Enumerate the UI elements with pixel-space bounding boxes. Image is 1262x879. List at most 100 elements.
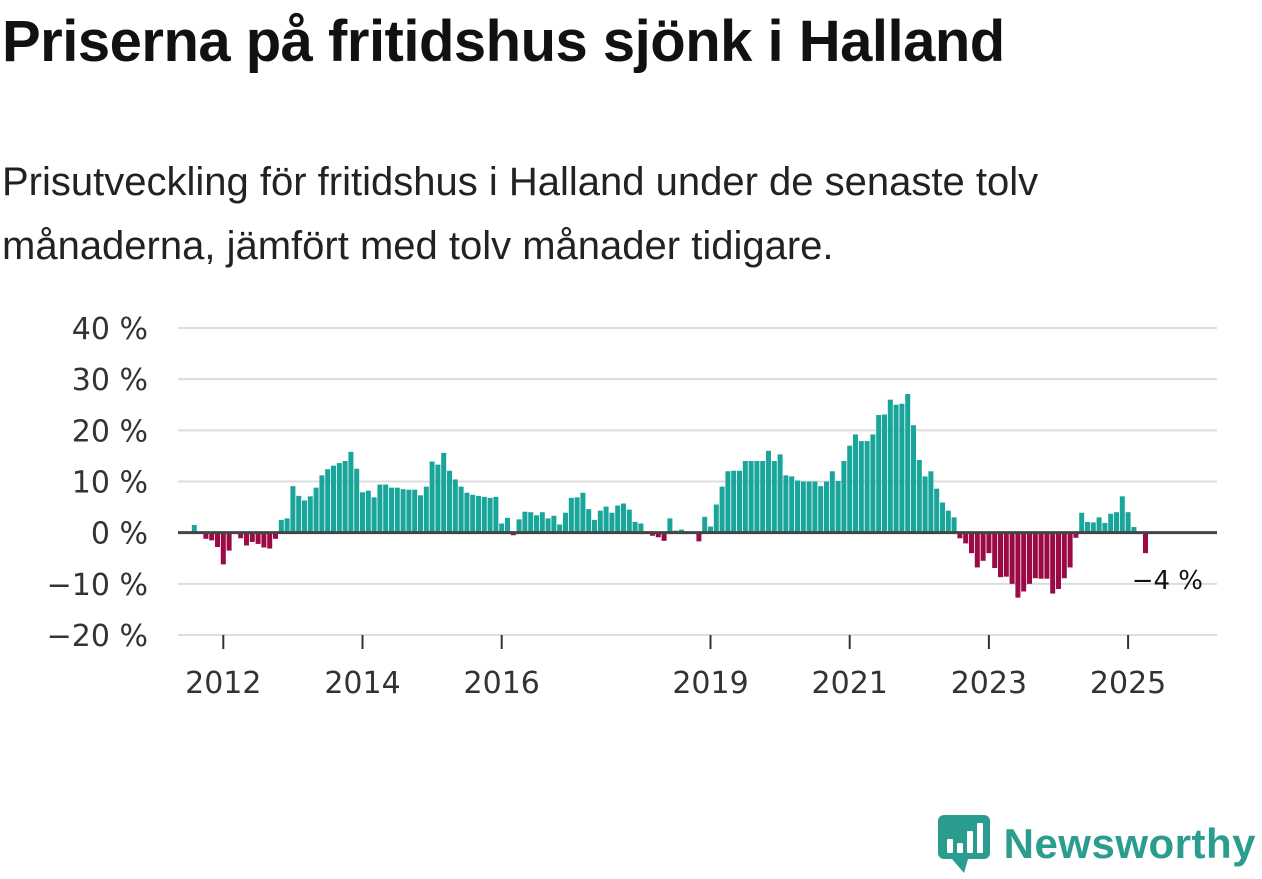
bar	[360, 492, 365, 533]
bar	[307, 496, 313, 533]
bar	[800, 481, 806, 533]
bar	[331, 465, 336, 533]
bar-series	[191, 394, 1148, 598]
bar	[389, 487, 394, 533]
bar	[563, 512, 568, 533]
bar	[1143, 532, 1148, 554]
bar	[447, 470, 452, 533]
bar	[737, 470, 742, 533]
bar	[249, 532, 255, 542]
bar	[667, 518, 673, 533]
bar	[655, 532, 661, 538]
bar	[777, 454, 783, 533]
newsworthy-logo-icon	[937, 815, 990, 873]
bar	[945, 510, 951, 533]
bar	[922, 476, 928, 533]
bar	[812, 481, 818, 533]
bar	[1056, 532, 1061, 589]
bar	[296, 495, 302, 533]
bar	[963, 532, 969, 544]
bar	[1125, 512, 1131, 533]
bar	[394, 487, 400, 533]
axes	[178, 531, 1217, 649]
bar	[731, 470, 737, 533]
bar	[696, 532, 702, 542]
bar	[545, 518, 551, 533]
bar	[1073, 532, 1079, 538]
bar	[209, 532, 215, 541]
bar	[766, 450, 771, 533]
brand-name: Newsworthy	[1003, 820, 1256, 867]
bar	[661, 532, 667, 541]
bar	[423, 486, 429, 533]
bar	[626, 509, 632, 533]
bar	[1108, 513, 1114, 533]
bar	[1114, 512, 1119, 533]
bar	[551, 515, 557, 533]
bar	[1096, 517, 1102, 533]
bar	[986, 532, 992, 554]
bar	[870, 434, 876, 533]
bar	[505, 517, 510, 533]
bar	[806, 481, 812, 533]
y-tick-label: 40 %	[72, 312, 148, 347]
bar	[1009, 532, 1015, 584]
x-tick-label: 2019	[672, 666, 748, 700]
bar	[708, 526, 713, 533]
bar	[597, 510, 603, 533]
bar	[603, 506, 609, 533]
bar	[795, 480, 800, 533]
y-tick-label: 20 %	[72, 414, 148, 449]
bar	[586, 509, 592, 533]
y-tick-label: −20 %	[47, 619, 148, 654]
bar	[273, 532, 278, 539]
bar	[568, 497, 574, 533]
bar	[574, 497, 580, 533]
bar	[470, 494, 476, 533]
bar	[302, 500, 307, 533]
tick-labels: 40 % 30 % 20 % 10 % 0 % −10 % −20 % 2012 2014 201…	[47, 312, 1203, 700]
x-tick-label: 2012	[185, 666, 261, 700]
bar	[1044, 532, 1050, 579]
bar	[406, 489, 412, 533]
bar	[342, 461, 348, 533]
bar	[1085, 521, 1090, 533]
bar	[940, 502, 945, 533]
bar	[609, 512, 615, 533]
bar	[1050, 532, 1056, 594]
bar	[522, 511, 528, 533]
bar	[412, 489, 418, 533]
bar	[226, 532, 232, 551]
bar	[528, 512, 534, 533]
bar	[238, 532, 244, 539]
bar	[911, 425, 916, 533]
bar	[1102, 522, 1108, 533]
bar	[893, 404, 899, 533]
bar	[829, 471, 835, 533]
bar	[916, 460, 922, 533]
bar	[679, 529, 684, 533]
bar	[719, 486, 725, 533]
bar	[458, 486, 464, 533]
bar	[371, 497, 377, 533]
x-tick-label: 2023	[951, 666, 1027, 700]
bar	[499, 523, 505, 533]
bar	[742, 461, 748, 533]
bar	[429, 461, 435, 533]
bar	[1131, 527, 1137, 533]
bar	[1079, 512, 1085, 533]
bar	[325, 469, 331, 533]
x-tick-label: 2016	[464, 666, 540, 700]
y-tick-label: 10 %	[72, 466, 148, 501]
bar	[418, 495, 423, 533]
bar	[534, 515, 539, 533]
bar	[383, 484, 389, 533]
bar	[1027, 532, 1032, 584]
bar	[951, 517, 957, 533]
bar	[354, 468, 360, 533]
newsworthy-brand[interactable]: Newsworthy	[937, 815, 1256, 873]
bar	[1119, 496, 1125, 533]
bar	[934, 488, 940, 533]
bar	[336, 463, 342, 533]
bar	[452, 479, 458, 533]
